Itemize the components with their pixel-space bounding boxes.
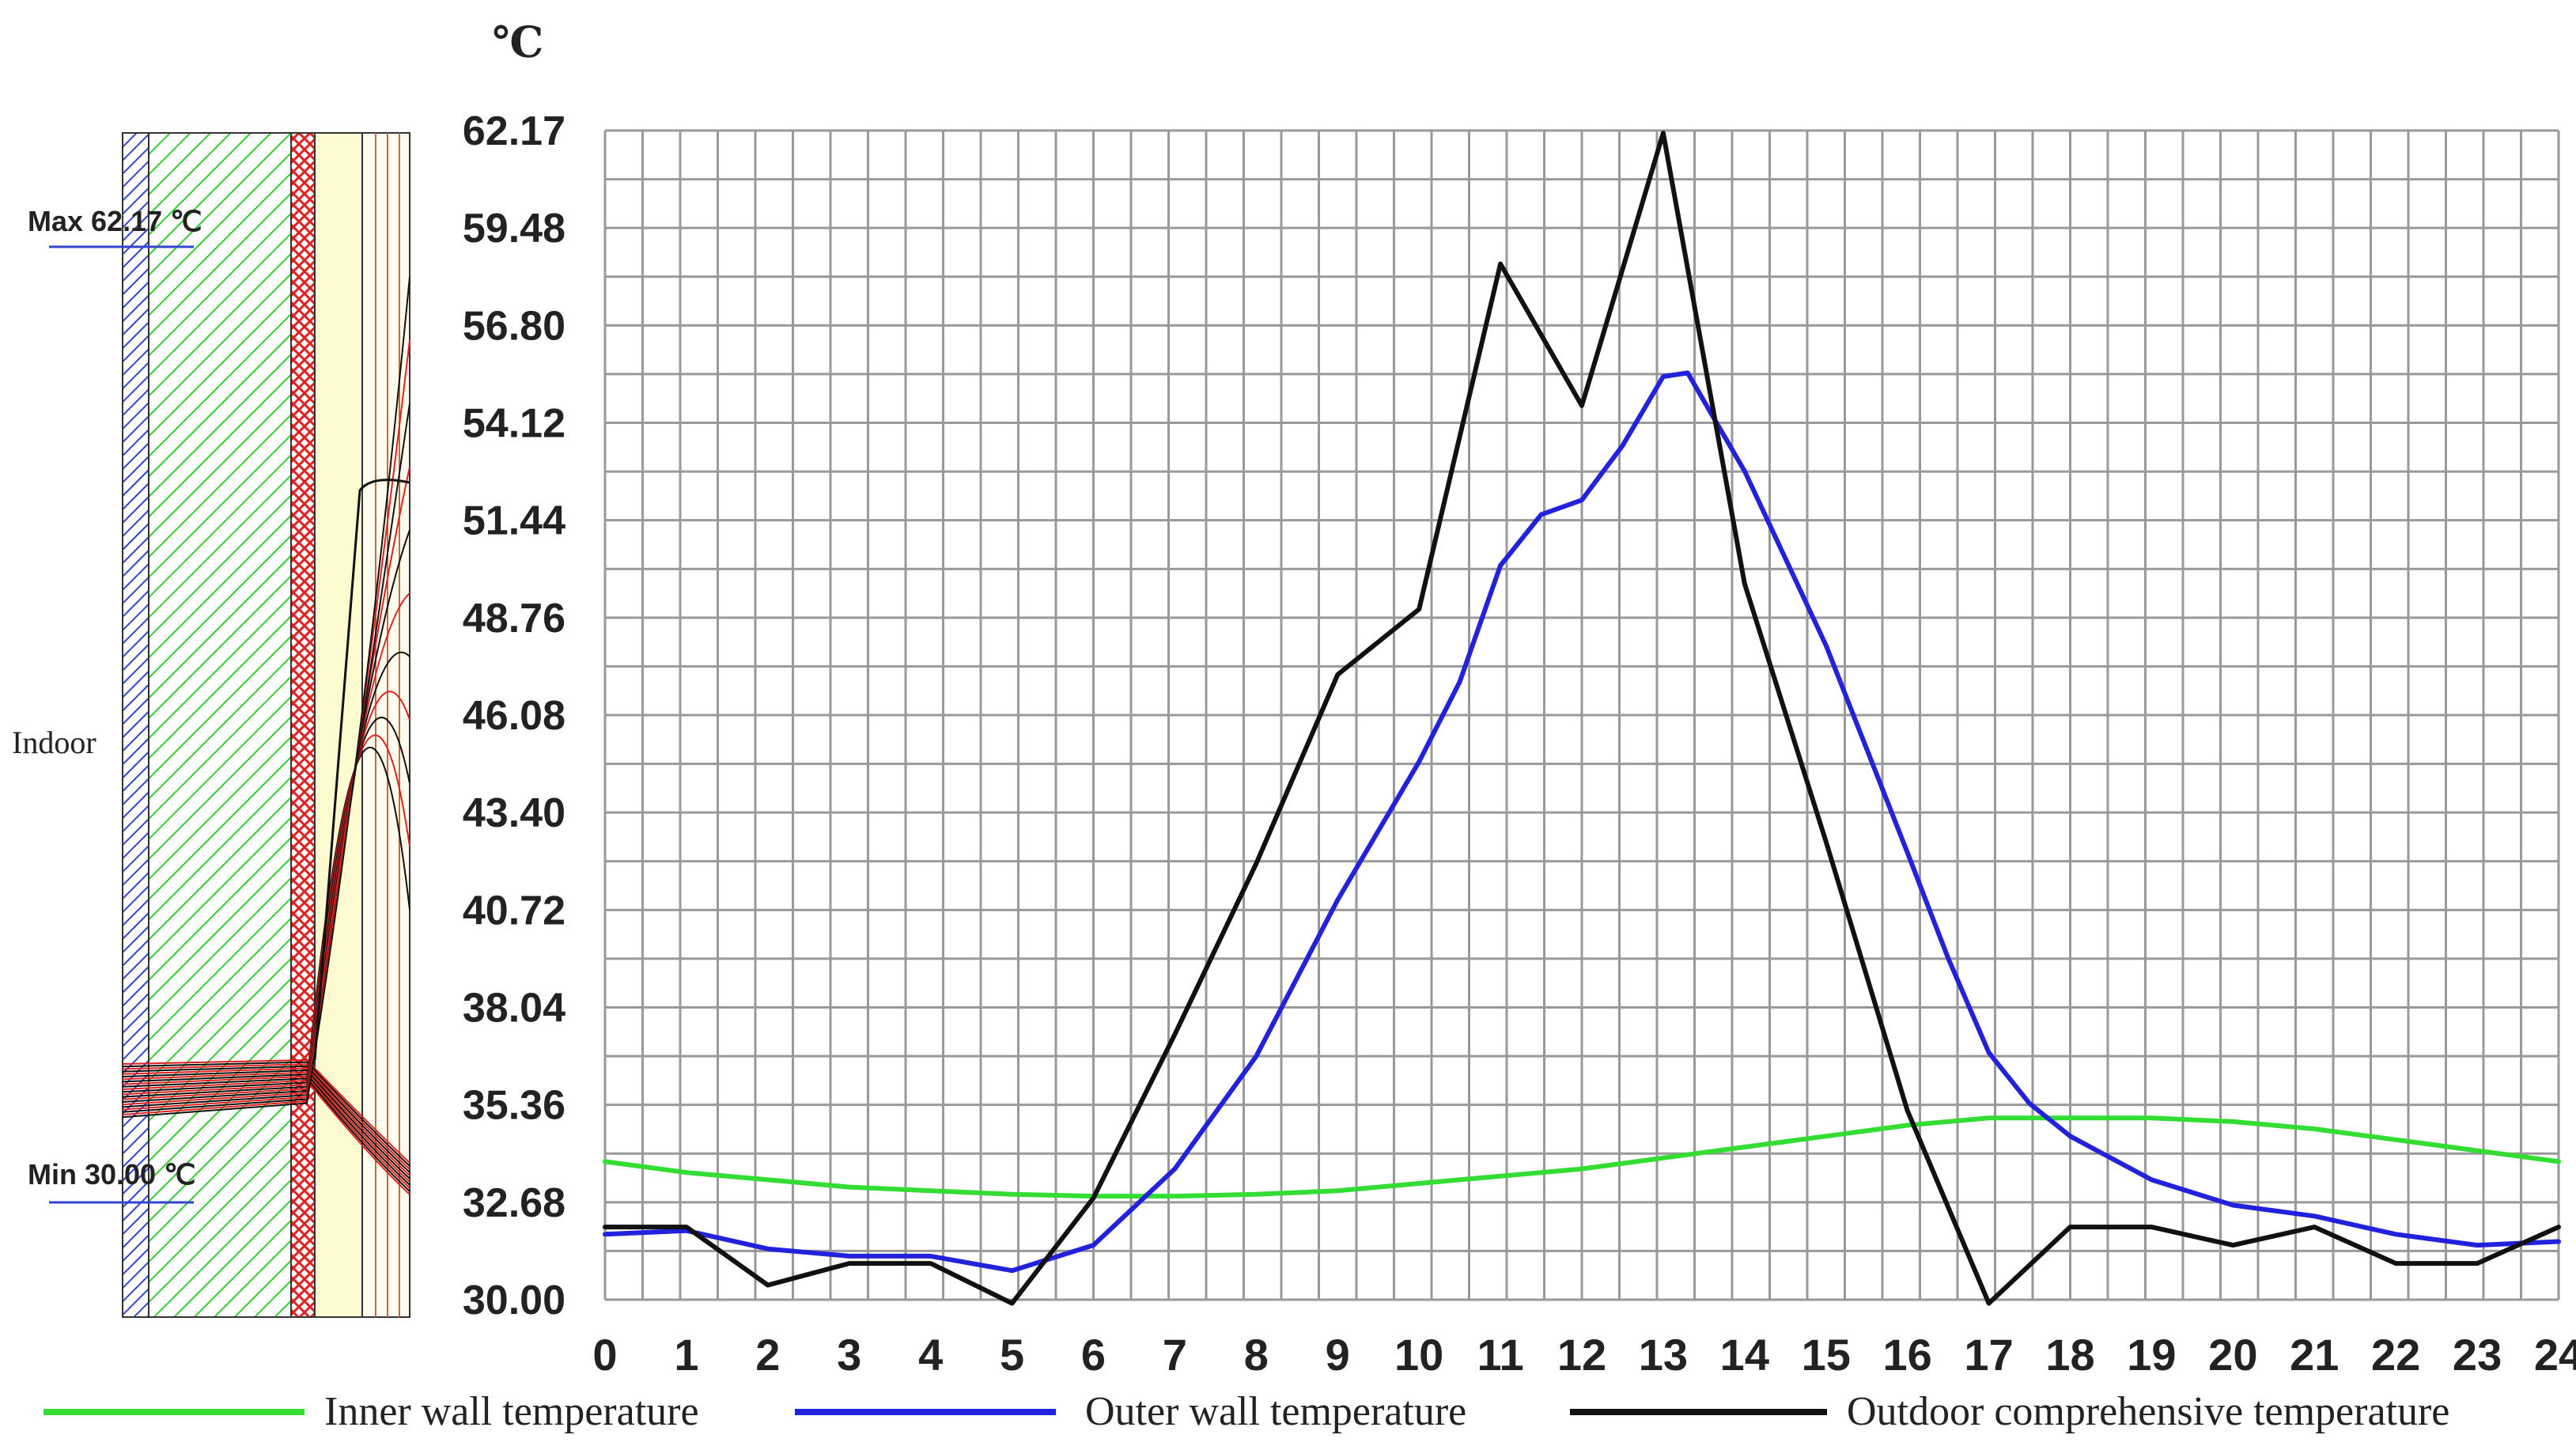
min-label: Min 30.00 ℃	[28, 1158, 196, 1191]
wall-layer-blue	[122, 132, 149, 1318]
y-tick-label: 62.17	[463, 108, 566, 154]
x-tick-label: 15	[1802, 1330, 1851, 1380]
temperature-profiles	[122, 276, 410, 1195]
x-tick-label: 21	[2290, 1330, 2339, 1380]
grid	[603, 129, 2560, 1301]
series-line-outer	[603, 370, 2561, 1274]
legend: Inner wall temperature Outer wall temper…	[44, 1389, 2449, 1434]
x-tick-label: 4	[918, 1330, 943, 1380]
y-tick-label: 38.04	[463, 986, 566, 1032]
profile-curve	[122, 1058, 410, 1164]
y-tick-label: 54.12	[463, 401, 566, 447]
profile-curve-peak	[313, 479, 410, 1061]
x-tick-label: 18	[2045, 1330, 2094, 1380]
x-tick-label: 3	[837, 1330, 861, 1380]
profile-curve	[122, 1063, 410, 1170]
series-lines	[603, 131, 2561, 1306]
y-axis-ticks: 30.00 32.68 35.36 38.04 40.72 43.40 46.08 48.76…	[463, 108, 566, 1323]
x-tick-label: 17	[1964, 1330, 2013, 1380]
profile-curve	[122, 1069, 410, 1179]
x-tick-label: 24	[2534, 1330, 2576, 1380]
wall-layer-dividers	[375, 133, 400, 1317]
legend-label-inner: Inner wall temperature	[324, 1389, 699, 1434]
profile-curve	[122, 1075, 410, 1189]
x-tick-label: 2	[755, 1330, 780, 1380]
wall-layer-yellow	[314, 132, 363, 1318]
y-tick-label: 32.68	[463, 1180, 566, 1226]
max-label: Max 62.17 ℃	[28, 205, 202, 237]
x-tick-label: 13	[1639, 1330, 1688, 1380]
x-tick-label: 11	[1477, 1330, 1523, 1380]
x-tick-label: 7	[1163, 1330, 1187, 1380]
series-line-inner	[603, 1115, 2561, 1199]
main-chart: ℃ 30.00 32.68 35.36 38.04 40.72 43.40 46.08 48.…	[463, 17, 2576, 1380]
profile-curve	[122, 1077, 410, 1192]
x-tick-label: 5	[1000, 1330, 1024, 1380]
profile-curve	[122, 1065, 410, 1173]
profile-curve	[122, 1073, 410, 1186]
wall-layer-red	[290, 132, 316, 1318]
series-line-outdoor	[603, 131, 2561, 1306]
x-tick-label: 12	[1557, 1330, 1606, 1380]
profile-curve	[122, 276, 410, 1119]
x-tick-label: 8	[1244, 1330, 1269, 1380]
profile-curve	[122, 1061, 410, 1167]
wall-layer-outer	[361, 132, 410, 1318]
profile-curve	[122, 1067, 410, 1176]
x-tick-label: 19	[2127, 1330, 2176, 1380]
legend-label-outdoor: Outdoor comprehensive temperature	[1847, 1389, 2449, 1434]
profile-curve	[122, 1071, 410, 1183]
y-tick-label: 43.40	[463, 790, 566, 836]
x-tick-label: 22	[2371, 1330, 2420, 1380]
y-tick-label: 56.80	[463, 303, 566, 349]
y-tick-label: 48.76	[463, 596, 566, 642]
y-tick-label: 30.00	[463, 1278, 566, 1323]
y-unit-label: ℃	[493, 17, 544, 67]
y-tick-label: 40.72	[463, 888, 566, 933]
indoor-label: Indoor	[12, 725, 96, 760]
x-tick-label: 14	[1720, 1330, 1769, 1380]
x-tick-label: 1	[674, 1330, 698, 1380]
y-tick-label: 51.44	[463, 498, 566, 544]
y-tick-label: 59.48	[463, 206, 566, 252]
x-axis-ticks: 0 1 2 3 4 5 6 7 8 9 10 11 12 13 14 15 16 17 18 19 20 21 22 23 24	[592, 1330, 2576, 1380]
x-tick-label: 23	[2453, 1330, 2502, 1380]
x-tick-label: 20	[2208, 1330, 2257, 1380]
x-tick-label: 16	[1883, 1330, 1932, 1380]
x-tick-label: 10	[1394, 1330, 1443, 1380]
wall-section-diagram: Max 62.17 ℃ Indoor Min 30.00 ℃	[12, 132, 410, 1318]
x-tick-label: 0	[592, 1330, 617, 1380]
x-tick-label: 6	[1081, 1330, 1106, 1380]
profile-curve	[122, 1079, 410, 1195]
wall-layer-green	[148, 132, 292, 1318]
legend-label-outer: Outer wall temperature	[1085, 1389, 1466, 1434]
y-tick-label: 46.08	[463, 693, 566, 739]
x-tick-label: 9	[1326, 1330, 1350, 1380]
y-tick-label: 35.36	[463, 1083, 566, 1129]
